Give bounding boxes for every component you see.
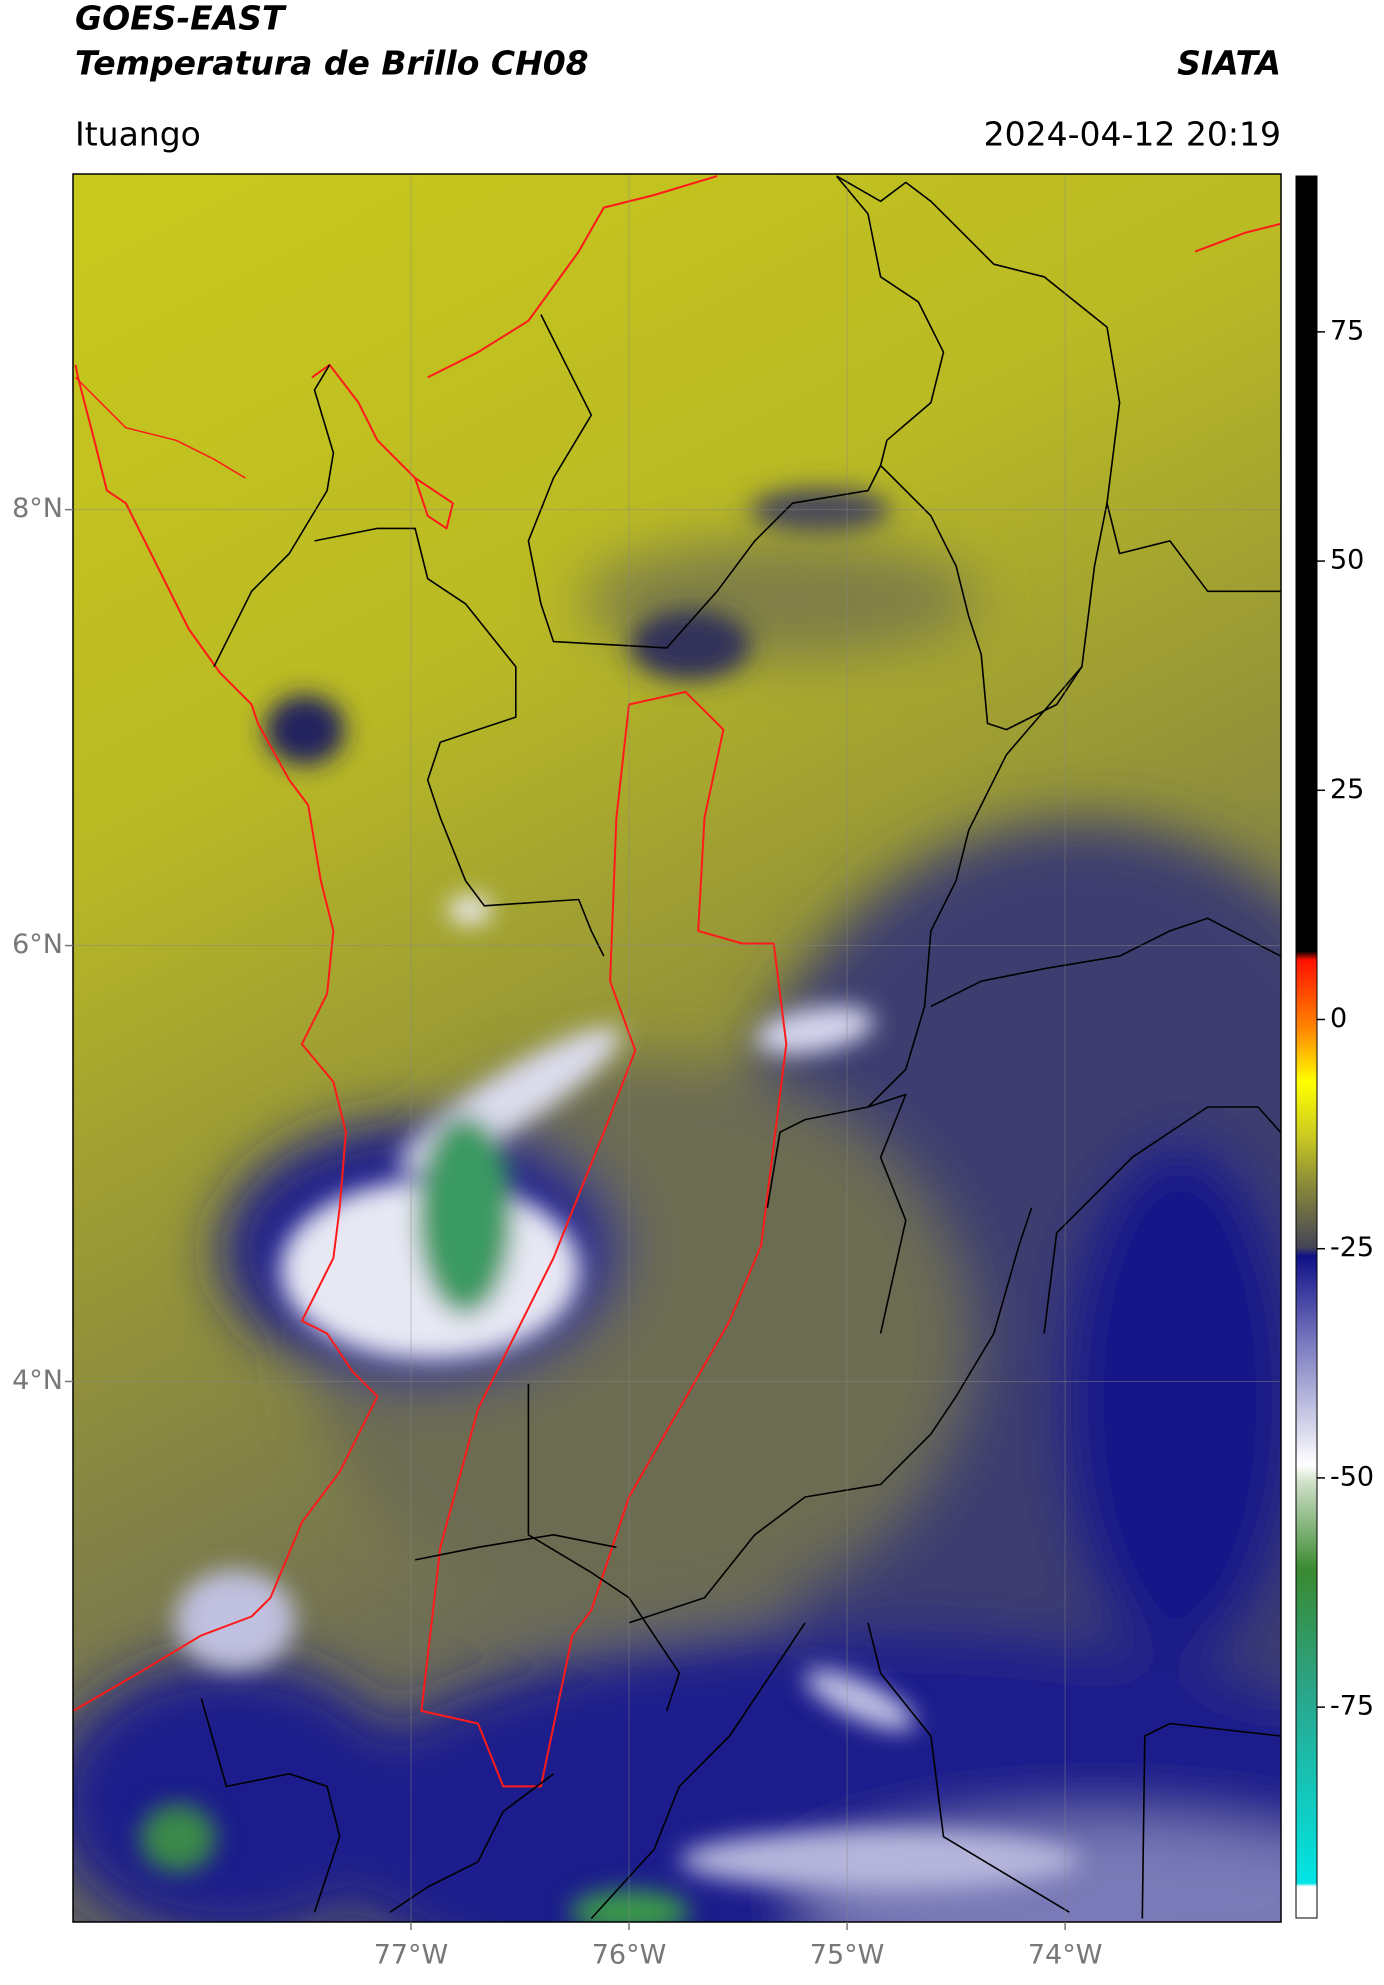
map-frame <box>72 173 1282 1923</box>
storm-cells <box>140 488 1080 1922</box>
subtitle: Temperatura de Brillo CH08 <box>75 44 589 83</box>
admin-border <box>766 666 1083 1208</box>
colorbar-tick-label: 0 <box>1330 1003 1347 1034</box>
colorbar-tick-label: -75 <box>1330 1691 1374 1722</box>
coastline <box>74 376 246 479</box>
coastline <box>1194 222 1281 253</box>
y-tick-label: 4°N <box>12 1365 63 1396</box>
colorbar-tick-label: 25 <box>1330 774 1364 805</box>
basin-outline <box>420 690 788 1788</box>
coastline <box>427 175 718 379</box>
x-tick-label: 76°W <box>592 1940 667 1971</box>
y-tick-label: 8°N <box>12 493 63 524</box>
x-tick-label: 75°W <box>810 1940 885 1971</box>
admin-border <box>867 1093 907 1334</box>
x-tick-label: 77°W <box>374 1940 449 1971</box>
borders <box>73 175 1281 1920</box>
title: GOES-EAST <box>75 0 287 38</box>
admin-border <box>1043 1106 1281 1334</box>
admin-border <box>835 175 1121 731</box>
admin-border <box>213 364 335 668</box>
coastline <box>311 363 454 530</box>
colorbar <box>1295 175 1318 1919</box>
admin-border <box>527 314 882 649</box>
admin-border <box>1106 503 1281 593</box>
y-tick-label: 6°N <box>12 929 63 960</box>
admin-border <box>590 1622 806 1920</box>
x-tick-label: 74°W <box>1028 1940 1103 1971</box>
admin-border <box>389 1773 554 1913</box>
grid <box>73 174 1281 1922</box>
admin-border <box>414 1534 617 1561</box>
location: Ituango <box>75 115 201 154</box>
timestamp: 2024-04-12 20:19 <box>984 115 1281 154</box>
source: SIATA <box>1177 44 1281 83</box>
admin-border <box>200 1698 341 1913</box>
admin-border <box>930 917 1281 1008</box>
admin-border <box>867 1622 1070 1913</box>
colorbar-tick-label: 75 <box>1330 315 1364 346</box>
coastline <box>73 364 379 1712</box>
colorbar-tick-label: -50 <box>1330 1461 1374 1492</box>
admin-border <box>628 1207 1033 1624</box>
admin-border <box>314 527 605 957</box>
colorbar-tick-label: 50 <box>1330 545 1364 576</box>
map <box>73 174 1281 1922</box>
admin-border <box>1141 1722 1281 1919</box>
admin-border <box>527 1383 681 1712</box>
colorbar-tick-label: -25 <box>1330 1232 1374 1263</box>
